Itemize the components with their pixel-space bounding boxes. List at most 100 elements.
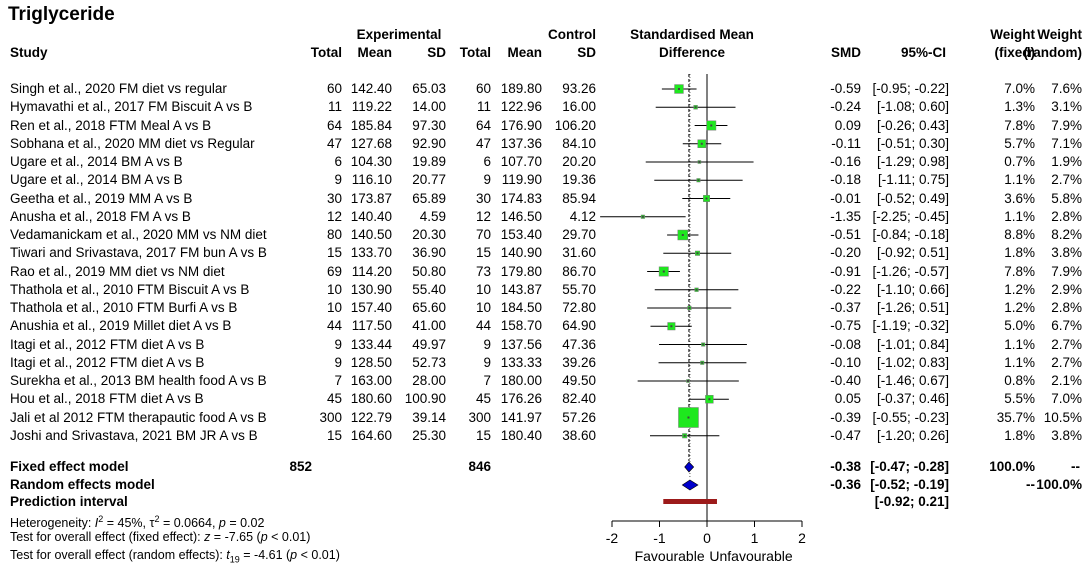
c-sd: 38.60 [562, 427, 596, 443]
x-tick-label: 2 [798, 530, 806, 546]
random-smd: -0.36 [830, 477, 861, 492]
e-total: 15 [326, 427, 342, 443]
study-name: Jali et al 2012 FTM therapautic food A v… [10, 409, 267, 425]
ci-value: [-1.20; 0.26] [876, 427, 949, 443]
smd-value: -0.10 [830, 354, 861, 370]
c-sd: 64.90 [562, 318, 596, 334]
point-estimate-marker [677, 88, 680, 90]
study-name: Tiwari and Srivastava, 2017 FM bun A vs … [10, 245, 267, 261]
weight-random: 8.2% [1051, 227, 1082, 242]
c-total: 11 [476, 99, 491, 115]
e-mean: 114.20 [351, 263, 392, 279]
point-estimate-marker [687, 416, 690, 419]
c-total: 15 [475, 427, 491, 443]
point-estimate-marker [695, 288, 698, 291]
e-total: 7 [334, 373, 342, 388]
point-estimate-marker [662, 270, 665, 273]
c-total: 9 [483, 354, 491, 370]
e-sd: 19.89 [412, 154, 446, 169]
smd-value: -0.40 [830, 373, 861, 388]
e-mean: 180.60 [350, 391, 392, 407]
e-total: 9 [334, 336, 342, 352]
weight-random: 7.9% [1051, 263, 1082, 279]
weight-fixed: 1.3% [1004, 99, 1035, 115]
prediction-interval-bar [663, 499, 717, 504]
study-name: Singh et al., 2020 FM diet vs regular [10, 81, 227, 96]
e-sd: 92.90 [412, 135, 446, 151]
study-name: Rao et al., 2019 MM diet vs NM diet [10, 263, 225, 279]
weight-fixed: 1.8% [1004, 245, 1035, 261]
random-w-random: 100.0% [1036, 477, 1082, 492]
point-estimate-marker [698, 161, 701, 163]
random-ci: [-0.52; -0.19] [870, 477, 949, 492]
x-tick-label: -2 [606, 530, 619, 546]
ci-value: [-1.10; 0.66] [876, 281, 949, 297]
weight-fixed: 1.1% [1004, 208, 1035, 224]
point-estimate-marker [683, 434, 686, 437]
e-mean: 127.68 [350, 135, 392, 151]
e-total: 30 [326, 190, 342, 206]
e-sd: 65.03 [412, 81, 446, 96]
c-sd: 86.70 [562, 263, 596, 279]
c-mean: 146.50 [500, 208, 542, 224]
c-total: 60 [475, 81, 491, 96]
e-sd: 14.00 [412, 99, 446, 115]
c-total: 300 [468, 409, 491, 425]
weight-fixed: 7.0% [1004, 81, 1035, 96]
weight-random: 7.9% [1051, 117, 1082, 133]
point-estimate-marker [688, 307, 691, 309]
e-mean: 128.50 [350, 354, 392, 370]
c-mean: 158.70 [500, 318, 542, 334]
ci-value: [-1.26; -0.57] [872, 263, 949, 279]
weight-fixed: 1.8% [1004, 427, 1035, 443]
smd-value: 0.09 [834, 117, 861, 133]
e-mean: 133.70 [350, 245, 392, 261]
e-sd: 20.77 [412, 172, 446, 188]
e-sd: 39.14 [412, 409, 446, 425]
e-mean: 116.10 [351, 172, 392, 188]
point-estimate-marker [702, 343, 705, 346]
header-smd-2: Difference [658, 45, 726, 60]
e-total: 6 [334, 154, 342, 169]
fixed-smd: -0.38 [830, 459, 861, 474]
ci-value: [-1.08; 0.60] [876, 99, 949, 115]
point-estimate-marker [700, 142, 703, 145]
weight-fixed: 1.2% [1004, 300, 1035, 315]
weight-random: 7.1% [1051, 135, 1082, 151]
smd-value: -0.75 [830, 318, 861, 334]
weight-random: 2.1% [1051, 373, 1082, 388]
study-name: Anushia et al., 2019 Millet diet A vs B [10, 318, 232, 334]
e-total: 10 [326, 300, 342, 315]
c-mean: 153.40 [500, 227, 542, 242]
ci-value: [-0.95; -0.22] [872, 81, 949, 96]
e-mean: 104.30 [350, 154, 392, 169]
header-smd-1: Standardised Mean [630, 27, 754, 42]
header-e-total: Total [310, 45, 342, 60]
c-sd: 82.40 [562, 391, 596, 407]
e-total: 60 [326, 81, 342, 96]
header-c-total: Total [459, 45, 491, 60]
header-smd: SMD [831, 45, 861, 60]
weight-fixed: 5.0% [1004, 318, 1035, 334]
favourable-label: Favourable [635, 548, 705, 564]
e-total: 9 [334, 172, 342, 188]
c-sd: 49.50 [562, 373, 596, 388]
c-sd: 29.70 [562, 227, 596, 242]
random-w-fixed: -- [1026, 477, 1035, 492]
header-random: (random) [1023, 45, 1083, 60]
weight-random: 2.7% [1051, 336, 1082, 352]
study-name: Vedamanickam et al., 2020 MM vs NM diet [10, 227, 267, 242]
header-ci: 95%-CI [900, 45, 946, 60]
x-tick-label: 0 [703, 530, 711, 546]
c-total: 44 [475, 318, 491, 334]
study-name: Anusha et al., 2018 FM A vs B [10, 208, 191, 224]
weight-fixed: 3.6% [1004, 190, 1035, 206]
chart-title: Triglyceride [8, 4, 115, 25]
study-name: Hou et al., 2018 FTM diet A vs B [10, 391, 204, 407]
c-total: 45 [475, 391, 491, 407]
c-sd: 39.26 [562, 354, 596, 370]
random-effects-diamond [681, 479, 699, 491]
e-mean: 140.40 [350, 208, 392, 224]
c-total: 10 [475, 300, 491, 315]
e-mean: 140.50 [350, 227, 392, 242]
